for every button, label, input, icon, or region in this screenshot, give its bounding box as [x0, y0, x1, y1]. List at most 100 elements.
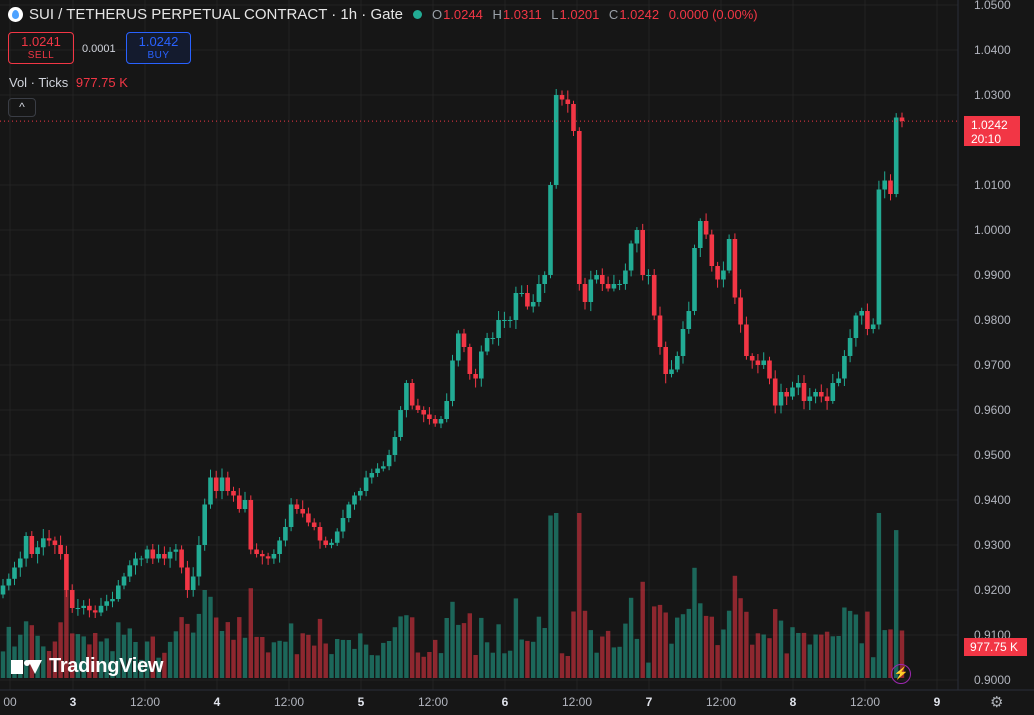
volume-bar — [219, 631, 225, 678]
volume-bar — [58, 622, 63, 678]
volume-bar — [185, 623, 190, 678]
volume-bar — [81, 636, 86, 678]
candle-body — [807, 396, 813, 401]
buy-price: 1.0242 — [138, 34, 179, 49]
candle-body — [755, 360, 761, 365]
candle-body — [819, 392, 824, 397]
volume-bar — [778, 620, 784, 678]
volume-bar — [732, 575, 738, 678]
candle-body — [35, 547, 40, 554]
volume-bar — [819, 634, 824, 678]
candle-body — [0, 585, 6, 595]
candle-body — [208, 477, 213, 505]
candle-body — [116, 585, 121, 599]
volume-bar — [450, 601, 455, 678]
candle-body — [479, 351, 484, 379]
y-tick-label: 0.9700 — [974, 358, 1011, 372]
volume-bar — [392, 627, 398, 678]
volume-bar — [398, 616, 403, 678]
candle-body — [893, 117, 899, 194]
volume-bar — [796, 633, 801, 678]
candle-body — [133, 558, 138, 566]
volume-legend[interactable]: Vol · Ticks 977.75 K — [9, 75, 128, 90]
candle-body — [248, 500, 254, 550]
candle-body — [64, 554, 69, 590]
candle-body — [323, 540, 328, 545]
sell-label: SELL — [27, 50, 55, 61]
volume-bar — [899, 630, 905, 678]
candle-body — [675, 356, 680, 370]
sell-button[interactable]: 1.0241 SELL — [8, 32, 74, 64]
x-tick-label: 3 — [70, 695, 77, 709]
volume-bar — [41, 646, 46, 678]
candle-body — [358, 491, 363, 496]
tradingview-logo[interactable]: TradingView — [11, 655, 163, 678]
volume-bar — [93, 633, 98, 678]
chevron-up-icon[interactable]: ^ — [8, 98, 36, 117]
volume-bar — [542, 628, 547, 678]
volume-bar — [363, 644, 369, 678]
volume-bar — [35, 635, 40, 678]
volume-bar — [536, 616, 542, 678]
candle-body — [58, 545, 63, 554]
settings-gear-icon[interactable]: ⚙ — [990, 694, 1004, 711]
candle-body — [709, 234, 715, 266]
volume-bar — [675, 617, 680, 678]
volume-bar — [352, 648, 357, 678]
candle-body — [6, 578, 12, 586]
candle-body — [628, 243, 634, 271]
volume-bar — [133, 642, 138, 678]
candle-body — [767, 360, 772, 379]
volume-bar — [191, 632, 196, 678]
candle-body — [744, 324, 749, 356]
volume-bar — [617, 646, 622, 678]
candle-body — [173, 549, 179, 552]
candle-body — [87, 605, 92, 611]
candle-body — [398, 410, 403, 437]
x-tick-label: 6 — [502, 695, 509, 709]
volume-bar — [116, 622, 121, 678]
volume-bar — [312, 645, 317, 678]
candle-body — [438, 419, 444, 424]
volume-bar — [444, 618, 449, 678]
buy-label: BUY — [147, 50, 170, 61]
volume-bar — [202, 590, 207, 678]
candle-body — [525, 293, 530, 307]
candle-body — [836, 378, 841, 383]
volume-bar — [179, 617, 184, 678]
volume-bar — [121, 634, 127, 678]
candle-body — [778, 392, 784, 406]
volume-bar — [801, 632, 807, 678]
candle-body — [162, 554, 167, 559]
candle-body — [329, 542, 334, 545]
volume-bar — [865, 611, 870, 678]
x-tick-label: 12:00 — [418, 695, 448, 709]
candle-body — [790, 387, 795, 397]
volume-bar — [173, 631, 179, 678]
candle-body — [363, 477, 369, 491]
volume-bar — [467, 613, 472, 678]
symbol-title[interactable]: SUI / TETHERUS PERPETUAL CONTRACT · 1h ·… — [29, 6, 403, 23]
lightning-icon[interactable]: ⚡ — [891, 664, 911, 684]
candle-body — [432, 419, 438, 424]
candle-body — [179, 549, 184, 568]
candle-body — [242, 500, 248, 509]
volume-bar — [479, 617, 484, 678]
volume-bar — [340, 639, 346, 678]
candle-body — [306, 513, 311, 523]
buy-button[interactable]: 1.0242 BUY — [126, 32, 191, 64]
volume-bar — [456, 624, 461, 678]
sui-coin-icon — [8, 7, 23, 22]
x-tick-label: 7 — [646, 695, 653, 709]
volume-bar — [156, 657, 161, 678]
volume-bar — [225, 622, 230, 678]
candle-body — [52, 540, 58, 545]
candle-body — [150, 549, 156, 559]
volume-bar — [721, 629, 726, 678]
candle-body — [761, 360, 766, 365]
candle-body — [536, 284, 542, 302]
volume-bar — [640, 581, 645, 678]
candle-body — [542, 275, 547, 284]
candle-body — [231, 491, 236, 496]
